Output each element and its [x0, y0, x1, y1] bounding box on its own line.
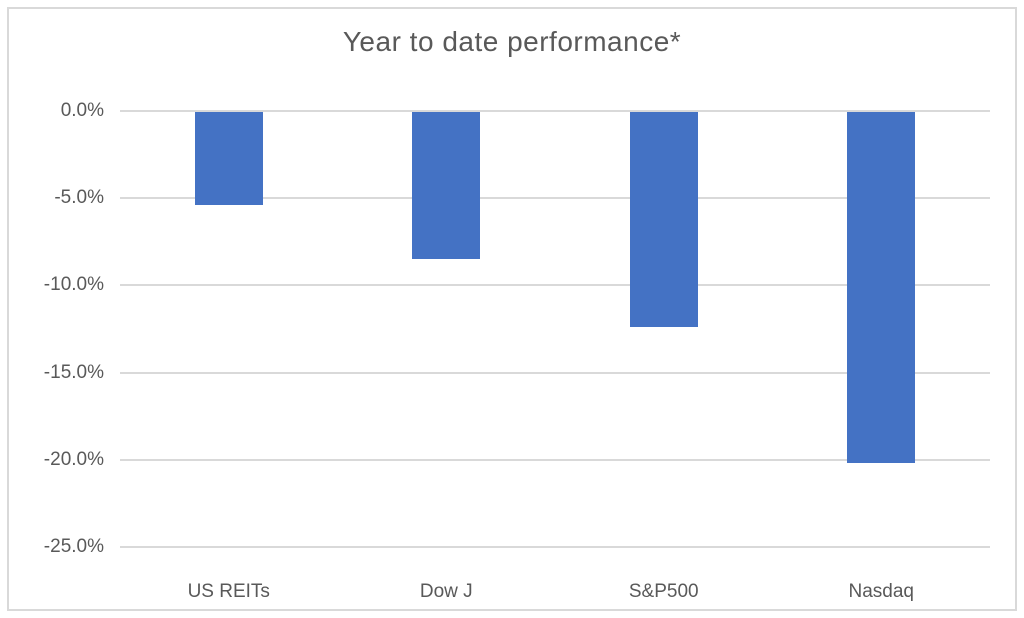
x-axis-category-label: S&P500 [628, 581, 699, 602]
x-axis-category-label: Dow J [419, 581, 473, 602]
chart-title: Year to date performance* [342, 26, 682, 57]
gridline [120, 546, 990, 548]
bar-nasdaq [847, 112, 916, 464]
gridline [120, 110, 990, 112]
bar-dow-j [412, 112, 481, 260]
y-axis-tick-label: -25.0% [43, 536, 104, 557]
y-axis-tick-label: -15.0% [43, 361, 104, 383]
y-axis-tick-label: -20.0% [43, 448, 104, 470]
x-axis-category-label: US REITs [187, 581, 270, 602]
y-axis-tick-label: -5.0% [54, 187, 104, 209]
x-axis-category-label: Nasdaq [848, 581, 915, 602]
gridline [120, 197, 990, 200]
y-axis-tick-label: 0.0% [60, 100, 104, 121]
gridline [120, 458, 990, 461]
gridline [120, 284, 990, 287]
bar-us-reits [194, 112, 263, 206]
gridline [120, 371, 990, 374]
y-axis-tick-label: -10.0% [43, 274, 104, 296]
bar-s-p500 [629, 112, 698, 328]
